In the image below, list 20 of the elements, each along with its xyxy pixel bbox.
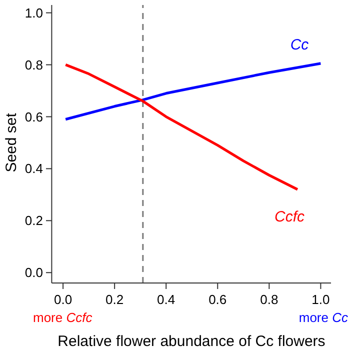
- y-tick-label: 0.0: [24, 265, 43, 280]
- text: more Ccfc: [33, 310, 93, 325]
- series-label: Cc: [290, 36, 310, 54]
- x-tick-label: 0.4: [157, 292, 176, 307]
- y-tick-label: 0.6: [24, 109, 43, 124]
- y-tick-label: 0.8: [24, 57, 43, 72]
- y-tick-label: 0.2: [24, 213, 43, 228]
- text: more Cc: [298, 310, 348, 325]
- series-label: Ccfc: [274, 208, 306, 226]
- x-tick-label: 0.8: [260, 292, 278, 307]
- y-tick-label: 1.0: [24, 5, 43, 20]
- x-tick-label: 0.6: [208, 292, 227, 307]
- x-tick-label: 0.0: [54, 292, 72, 307]
- y-tick-label: 0.4: [24, 161, 43, 176]
- x-tick-label: 1.0: [312, 292, 330, 307]
- line-series: [64, 63, 299, 191]
- y-axis-title: Seed set: [3, 112, 20, 172]
- x-tick-label: 0.2: [106, 292, 124, 307]
- x-axis-title: Relative flower abundance of Cc flowers: [58, 333, 326, 350]
- line-series: [64, 62, 322, 121]
